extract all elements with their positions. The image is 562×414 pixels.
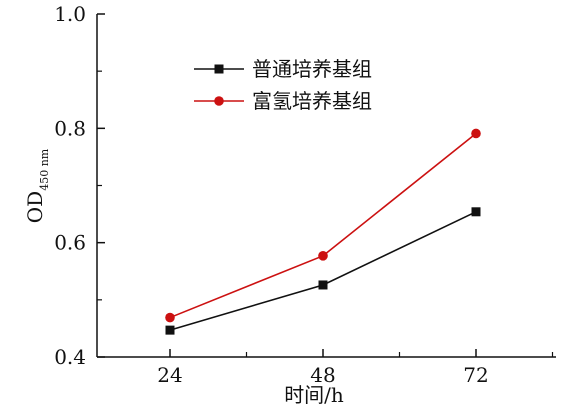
y-axis-title-subscript: 450 nm: [38, 148, 51, 191]
y-tick-label: 1.0: [54, 2, 86, 26]
y-tick-label: 0.6: [54, 231, 86, 255]
x-ticks: 24 48 72: [157, 349, 554, 387]
data-point-square: [471, 207, 481, 217]
series-line-1: [169, 211, 477, 331]
x-tick-label: 24: [157, 363, 182, 387]
series-line-2: [169, 132, 477, 319]
y-ticks: 0.4 0.6 0.8 1.0: [54, 2, 105, 369]
legend-marker-square: [214, 64, 224, 74]
data-point-circle: [165, 312, 175, 323]
x-tick-label: 72: [463, 363, 488, 387]
legend-label-2: 富氢培养基组: [252, 89, 372, 113]
data-point-circle: [471, 128, 481, 139]
y-axis-title: OD450 nm: [23, 148, 51, 223]
data-point-square: [318, 280, 328, 290]
y-axis-title-main: OD: [23, 191, 47, 223]
data-point-square: [165, 325, 175, 335]
x-axis-title: 时间/h: [284, 383, 344, 407]
y-tick-label: 0.8: [54, 116, 86, 140]
legend-marker-circle: [214, 96, 224, 106]
legend-label-1: 普通培养基组: [252, 57, 372, 81]
data-point-circle: [318, 251, 328, 261]
x-tick-label: 48: [310, 363, 335, 387]
y-tick-label: 0.4: [54, 345, 86, 369]
series-layer: [165, 128, 481, 335]
